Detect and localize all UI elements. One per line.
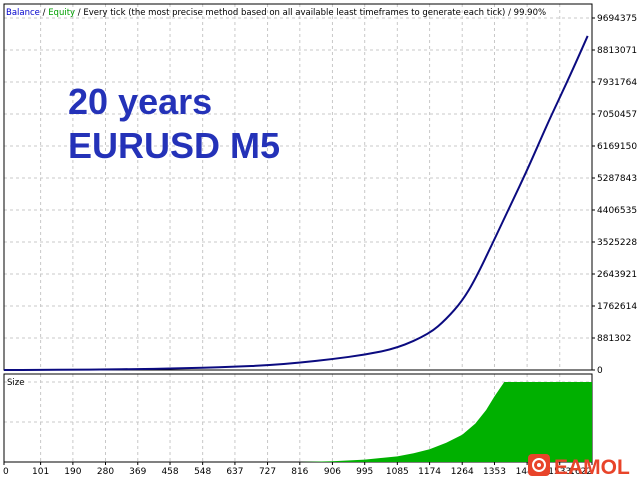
x-tick-label: 816	[291, 467, 308, 477]
x-tick-label: 1533	[548, 467, 571, 477]
logo-ring	[532, 458, 546, 472]
overlay-title-line2: EURUSD M5	[68, 125, 280, 166]
logo-text: EAMOL	[554, 456, 630, 479]
header-quality: 99.90%	[514, 8, 546, 18]
balance-label: Balance	[6, 8, 40, 18]
x-tick-label: 1264	[451, 467, 474, 477]
x-tick-label: 280	[97, 467, 114, 477]
chart-header: Balance / Equity / Every tick (the most …	[6, 8, 546, 18]
y-tick-label: 8813071	[597, 46, 637, 56]
y-tick-label: 2643921	[597, 270, 637, 280]
header-separator: /	[40, 8, 48, 18]
eamol-logo: EAMOL	[528, 454, 630, 479]
y-tick-label: 3525228	[597, 238, 637, 248]
x-tick-label: 906	[324, 467, 341, 477]
x-tick-label: 190	[64, 467, 81, 477]
x-tick-label: 1174	[418, 467, 441, 477]
y-tick-label: 7931764	[597, 78, 637, 88]
logo-dot	[537, 463, 541, 467]
y-axis: 0 881302 1762614 2643921 3525228 4406535 52878…	[592, 14, 637, 376]
balance-line	[3, 35, 589, 371]
main-grid	[3, 4, 593, 371]
y-tick-label: 5287843	[597, 174, 637, 184]
overlay-title-line1: 20 years	[68, 81, 212, 122]
y-tick-label: 6169150	[597, 142, 637, 152]
header-separator: /	[505, 8, 513, 18]
y-tick-label: 7050457	[597, 110, 637, 120]
x-tick-label: 458	[161, 467, 178, 477]
x-tick-label: 548	[194, 467, 211, 477]
x-tick-label: 1622	[569, 467, 592, 477]
x-axis: 0 101 190 280 369 458 548 637 727 816 906 995 1085 11…	[3, 462, 593, 477]
x-tick-label: 995	[356, 467, 373, 477]
x-tick-label: 101	[32, 467, 49, 477]
x-tick-label: 1353	[483, 467, 506, 477]
y-tick-label: 881302	[597, 334, 631, 344]
main-plot-frame	[3, 3, 593, 371]
x-tick-label: 727	[259, 467, 276, 477]
x-tick-label: 369	[129, 467, 146, 477]
x-tick-label: 637	[226, 467, 243, 477]
y-tick-label: 0	[597, 366, 603, 376]
x-tick-label: 0	[3, 467, 9, 477]
x-tick-label: 1085	[386, 467, 409, 477]
equity-label: Equity	[48, 8, 75, 18]
balance-series-layer	[3, 35, 589, 371]
size-label: Size	[7, 378, 24, 388]
x-tick-label: 1443	[516, 467, 539, 477]
y-tick-label: 4406535	[597, 206, 637, 216]
y-tick-label: 9694375	[597, 14, 637, 24]
header-method: / Every tick (the most precise method ba…	[75, 8, 505, 18]
y-tick-label: 1762614	[597, 302, 637, 312]
